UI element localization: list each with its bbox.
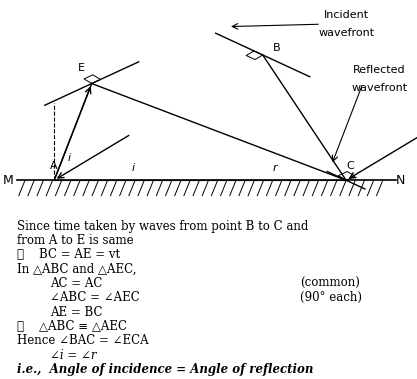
Text: wavefront: wavefront bbox=[352, 83, 407, 93]
Text: M: M bbox=[3, 174, 14, 187]
Text: r: r bbox=[273, 163, 278, 174]
Text: ∴    △ABC ≡ △AEC: ∴ △ABC ≡ △AEC bbox=[17, 320, 127, 333]
Text: i: i bbox=[132, 163, 135, 174]
Text: (90° each): (90° each) bbox=[300, 291, 362, 304]
Text: from A to E is same: from A to E is same bbox=[17, 234, 133, 247]
Text: Incident: Incident bbox=[324, 10, 369, 20]
Text: wavefront: wavefront bbox=[318, 28, 374, 38]
Text: C: C bbox=[347, 161, 354, 171]
Text: ∴    BC = AE = vt: ∴ BC = AE = vt bbox=[17, 248, 120, 262]
Text: E: E bbox=[78, 63, 85, 72]
Text: Since time taken by waves from point B to C and: Since time taken by waves from point B t… bbox=[17, 220, 308, 233]
Text: N: N bbox=[396, 174, 405, 187]
Text: ∠ABC = ∠AEC: ∠ABC = ∠AEC bbox=[50, 291, 140, 304]
Text: B: B bbox=[273, 43, 281, 53]
Text: i.e.,  Angle of incidence = Angle of reflection: i.e., Angle of incidence = Angle of refl… bbox=[17, 363, 313, 376]
Text: Reflected: Reflected bbox=[353, 65, 406, 75]
Text: (common): (common) bbox=[300, 277, 360, 290]
Text: Hence ∠BAC = ∠ECA: Hence ∠BAC = ∠ECA bbox=[17, 334, 148, 347]
Text: ∠i = ∠r: ∠i = ∠r bbox=[50, 349, 97, 362]
Text: AC = AC: AC = AC bbox=[50, 277, 103, 290]
Text: i: i bbox=[67, 153, 70, 163]
Text: A: A bbox=[50, 161, 58, 171]
Text: AE = BC: AE = BC bbox=[50, 305, 103, 319]
Text: In △ABC and △AEC,: In △ABC and △AEC, bbox=[17, 263, 136, 276]
